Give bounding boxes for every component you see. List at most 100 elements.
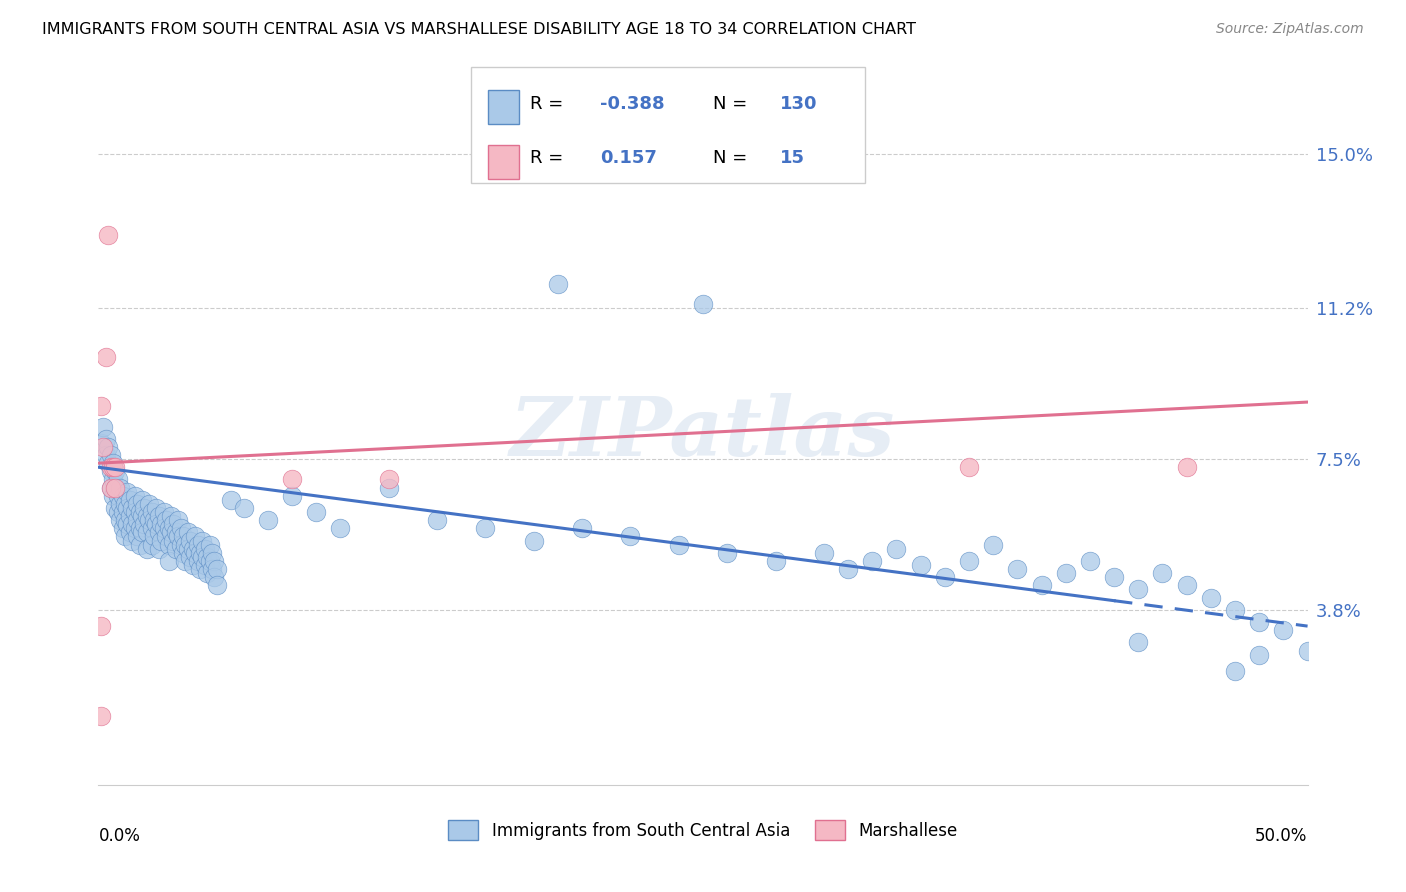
Point: [1031, 578, 1053, 592]
Point: [100, 448, 122, 462]
Point: [169, 538, 191, 552]
Text: -0.388: -0.388: [600, 95, 665, 112]
Point: [160, 509, 183, 524]
Point: [118, 525, 141, 540]
Point: [198, 554, 221, 568]
Point: [813, 546, 835, 560]
Point: [165, 541, 187, 556]
Point: [157, 538, 180, 552]
Point: [194, 541, 217, 556]
Point: [1152, 566, 1174, 581]
Point: [169, 521, 191, 535]
Point: [1128, 635, 1150, 649]
Point: [101, 473, 124, 487]
Text: IMMIGRANTS FROM SOUTH CENTRAL ASIA VS MARSHALLESE DISABILITY AGE 18 TO 34 CORREL: IMMIGRANTS FROM SOUTH CENTRAL ASIA VS MA…: [42, 22, 917, 37]
Point: [205, 578, 228, 592]
Point: [305, 505, 328, 519]
Point: [108, 481, 131, 495]
Text: 130: 130: [780, 95, 818, 112]
Point: [177, 525, 200, 540]
Point: [124, 489, 146, 503]
Point: [174, 538, 197, 552]
Point: [934, 570, 956, 584]
Point: [111, 489, 134, 503]
Point: [104, 481, 127, 495]
Text: 15: 15: [780, 149, 806, 168]
Point: [111, 505, 134, 519]
Point: [281, 473, 304, 487]
Point: [141, 505, 163, 519]
Point: [121, 500, 143, 515]
Point: [124, 521, 146, 535]
Point: [177, 541, 200, 556]
Point: [205, 562, 228, 576]
Point: [148, 541, 170, 556]
Point: [1223, 664, 1246, 678]
Point: [94, 351, 117, 365]
Point: [104, 464, 127, 478]
Point: [1102, 570, 1125, 584]
Point: [114, 529, 136, 543]
Point: [127, 513, 149, 527]
Point: [108, 497, 131, 511]
Point: [1199, 591, 1222, 605]
Point: [90, 399, 112, 413]
Text: Source: ZipAtlas.com: Source: ZipAtlas.com: [1216, 22, 1364, 37]
Point: [619, 529, 641, 543]
Text: ZIPatlas: ZIPatlas: [510, 392, 896, 473]
Point: [179, 533, 201, 548]
Point: [100, 464, 122, 478]
Point: [138, 497, 160, 511]
Point: [910, 558, 932, 572]
Point: [90, 619, 112, 633]
Point: [97, 440, 120, 454]
Point: [188, 546, 211, 560]
Point: [107, 489, 129, 503]
Point: [145, 500, 167, 515]
Point: [148, 525, 170, 540]
Point: [174, 554, 197, 568]
Point: [1223, 603, 1246, 617]
Point: [837, 562, 859, 576]
Point: [184, 546, 207, 560]
Point: [104, 460, 127, 475]
Point: [155, 529, 177, 543]
Point: [957, 554, 980, 568]
Point: [184, 529, 207, 543]
Point: [134, 517, 156, 532]
Point: [90, 435, 112, 450]
Text: N =: N =: [713, 95, 752, 112]
Point: [101, 489, 124, 503]
Point: [181, 541, 204, 556]
Point: [152, 521, 174, 535]
Point: [150, 533, 173, 548]
Point: [195, 549, 218, 564]
Point: [692, 297, 714, 311]
Point: [127, 497, 149, 511]
Point: [118, 509, 141, 524]
Point: [107, 473, 129, 487]
Point: [152, 505, 174, 519]
Point: [162, 517, 184, 532]
Point: [121, 533, 143, 548]
Point: [191, 549, 214, 564]
Point: [135, 541, 157, 556]
Point: [765, 554, 787, 568]
Point: [474, 521, 496, 535]
Point: [91, 440, 114, 454]
Point: [329, 521, 352, 535]
Point: [162, 533, 184, 548]
Point: [886, 541, 908, 556]
Point: [157, 521, 180, 535]
Point: [138, 513, 160, 527]
Point: [128, 538, 150, 552]
Point: [547, 277, 569, 291]
Point: [1249, 615, 1271, 629]
Point: [860, 554, 883, 568]
Point: [165, 525, 187, 540]
Point: [198, 538, 221, 552]
Point: [187, 554, 209, 568]
Point: [143, 513, 166, 527]
Point: [114, 513, 136, 527]
Point: [201, 562, 224, 576]
